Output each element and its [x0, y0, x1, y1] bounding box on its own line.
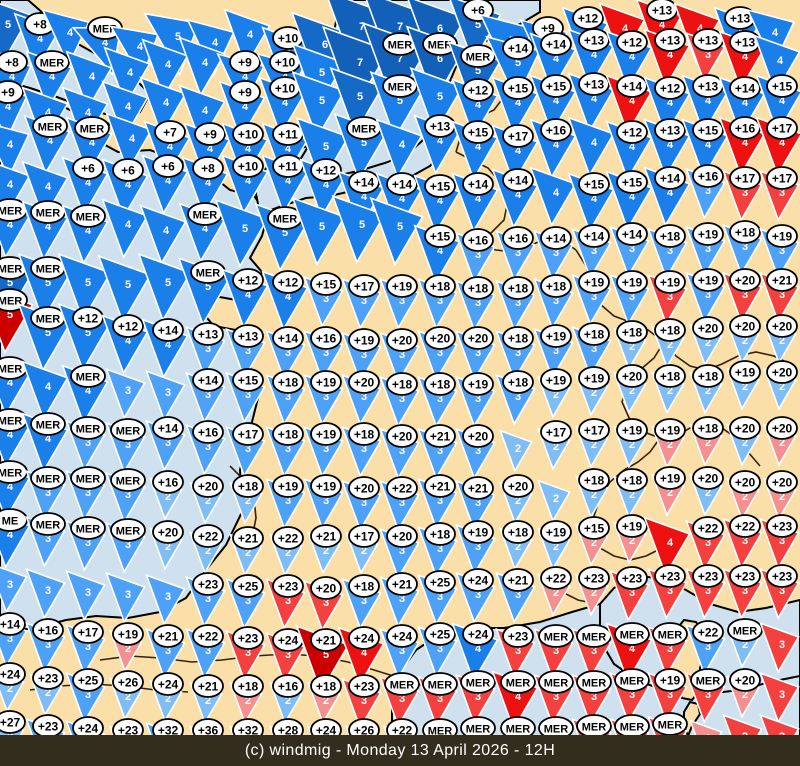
corsica-island — [668, 618, 708, 702]
credit-text: (c) windmig - Monday 13 April 2026 - 12H — [244, 741, 556, 759]
footer-credit-bar: (c) windmig - Monday 13 April 2026 - 12H — [0, 735, 800, 766]
